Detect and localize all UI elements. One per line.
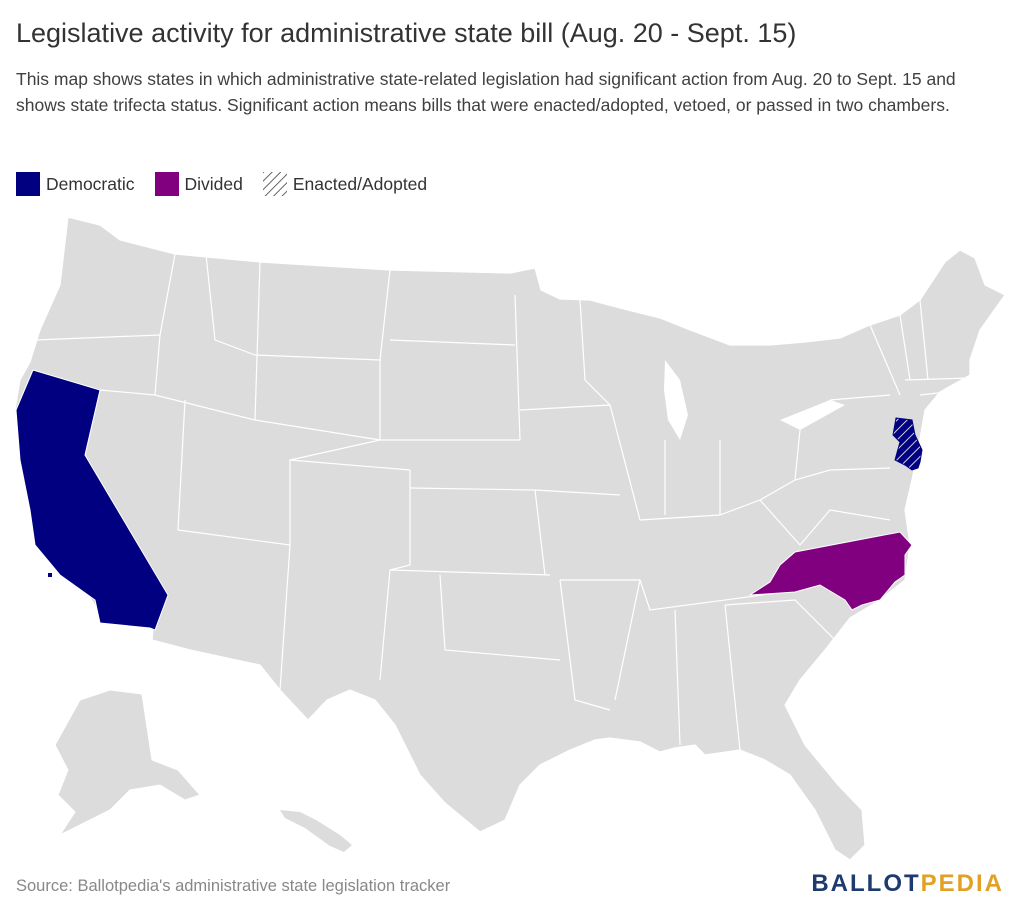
legend: Democratic Divided Enacted/Adopted: [16, 170, 447, 198]
map-subtitle: This map shows states in which administr…: [16, 69, 956, 115]
state-new-jersey: [892, 417, 923, 471]
legend-label-enacted: Enacted/Adopted: [292, 173, 428, 194]
legend-swatch-hatch-icon: [262, 172, 287, 196]
legend-item-enacted: Enacted/Adopted: [262, 172, 428, 196]
state-borders: [34, 244, 971, 751]
legend-item-divided: Divided: [154, 172, 243, 196]
state-north-carolina: [748, 531, 913, 611]
us-map: [14, 216, 1006, 861]
legend-swatch-democratic: [16, 172, 40, 196]
legend-item-democratic: Democratic: [16, 172, 135, 196]
lake-michigan: [664, 360, 688, 440]
legend-swatch-divided: [154, 172, 179, 196]
lake-erie: [780, 400, 845, 430]
legend-label-democratic: Democratic: [46, 173, 135, 194]
logo-part-ballot: BALLOT: [811, 870, 921, 897]
california-islands: [48, 573, 52, 577]
ballotpedia-logo: BALLOTPEDIA: [811, 870, 1004, 898]
state-california: [15, 369, 169, 631]
map-title: Legislative activity for administrative …: [16, 18, 797, 48]
us-landmass: [14, 216, 1006, 861]
alaska: [54, 689, 201, 837]
hawaii: [280, 810, 352, 852]
source-note: Source: Ballotpedia's administrative sta…: [16, 877, 451, 895]
logo-part-pedia: PEDIA: [920, 870, 1004, 897]
legend-label-divided: Divided: [184, 173, 243, 194]
